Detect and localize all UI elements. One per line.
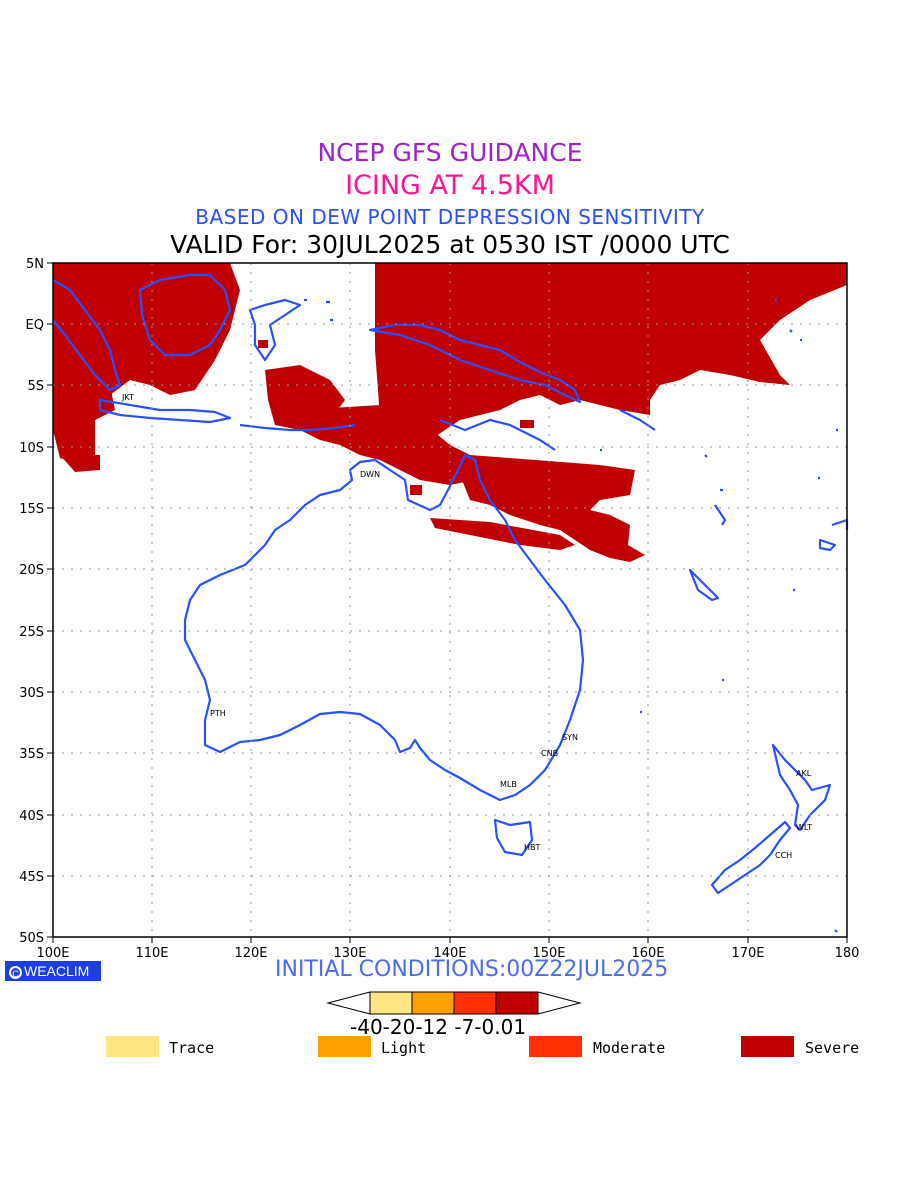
- station-label: HBT: [524, 843, 541, 852]
- station-label: AKL: [796, 769, 812, 778]
- weaclim-logo: C WEACLIM: [5, 961, 101, 981]
- legend-swatch-light: [318, 1036, 371, 1057]
- legend-swatch-severe: [741, 1036, 794, 1057]
- x-label: 140E: [433, 946, 466, 961]
- y-label: 30S: [19, 686, 44, 701]
- legend-swatch-moderate: [529, 1036, 582, 1057]
- y-label: EQ: [26, 318, 44, 333]
- y-label: 25S: [19, 625, 44, 640]
- legend-label-severe: Severe: [805, 1039, 860, 1057]
- coastline-nz-south: [710, 820, 792, 895]
- y-label: 45S: [19, 870, 44, 885]
- station-label: CNB: [541, 749, 558, 758]
- legend-label-trace: Trace: [169, 1039, 215, 1057]
- station-label: PTH: [210, 709, 226, 718]
- initial-conditions: INITIAL CONDITIONS:00Z22JUL2025: [275, 957, 669, 982]
- y-label: 40S: [19, 809, 44, 824]
- coastline-java: [98, 398, 232, 424]
- title-line-1: NCEP GFS GUIDANCE: [317, 138, 583, 167]
- x-label: 170E: [731, 946, 764, 961]
- station-label: DWN: [360, 470, 380, 479]
- severe-icing-regions: [53, 263, 847, 562]
- station-label: CCH: [775, 851, 792, 860]
- legend-swatch-trace: [106, 1036, 159, 1057]
- coastline-australia: [183, 453, 585, 802]
- y-label: 35S: [19, 747, 44, 762]
- coastline-sumatra: [52, 279, 122, 392]
- colorbar-box: [453, 991, 497, 1015]
- coastline-sulawesi: [248, 298, 302, 362]
- y-label: 5S: [27, 379, 44, 394]
- y-label: 15S: [19, 502, 44, 517]
- station-label: MLB: [500, 780, 517, 789]
- legend-label-light: Light: [381, 1039, 427, 1057]
- colorbar-left-arrow: [326, 991, 371, 1015]
- x-label: 160E: [631, 946, 664, 961]
- station-label: WLT: [796, 823, 812, 832]
- coastline-tasmania: [493, 818, 534, 857]
- y-label: 20S: [19, 563, 44, 578]
- y-label: 5N: [26, 257, 44, 272]
- title-line-2: ICING AT 4.5KM: [345, 170, 555, 201]
- x-label: 180: [835, 946, 860, 961]
- coastlines: [52, 273, 849, 933]
- title-line-3: BASED ON DEW POINT DEPRESSION SENSITIVIT…: [195, 205, 705, 229]
- colorbar-box: [495, 991, 539, 1015]
- x-label: 100E: [36, 946, 69, 961]
- y-label: 50S: [19, 931, 44, 946]
- colorbar-box: [369, 991, 413, 1015]
- colorbar-right-arrow: [537, 991, 582, 1015]
- x-label: 110E: [135, 946, 168, 961]
- legend-label-moderate: Moderate: [593, 1039, 666, 1057]
- copyright-icon: C: [9, 965, 22, 979]
- x-label: 130E: [333, 946, 366, 961]
- colorbar-labels: -40-20-12 -7-0.01: [350, 1015, 527, 1039]
- coastline-borneo: [138, 273, 232, 357]
- station-label: JKT: [121, 393, 134, 402]
- x-label: 150E: [532, 946, 565, 961]
- x-label: 120E: [234, 946, 267, 961]
- colorbar: [326, 991, 582, 1015]
- station-label: SYN: [562, 733, 578, 742]
- colorbar-box: [411, 991, 455, 1015]
- logo-text: WEACLIM: [24, 963, 90, 979]
- coastline-nz-north: [771, 743, 832, 832]
- grid: [53, 263, 847, 937]
- title-line-4: VALID For: 30JUL2025 at 0530 IST /0000 U…: [170, 230, 730, 259]
- y-label: 10S: [19, 441, 44, 456]
